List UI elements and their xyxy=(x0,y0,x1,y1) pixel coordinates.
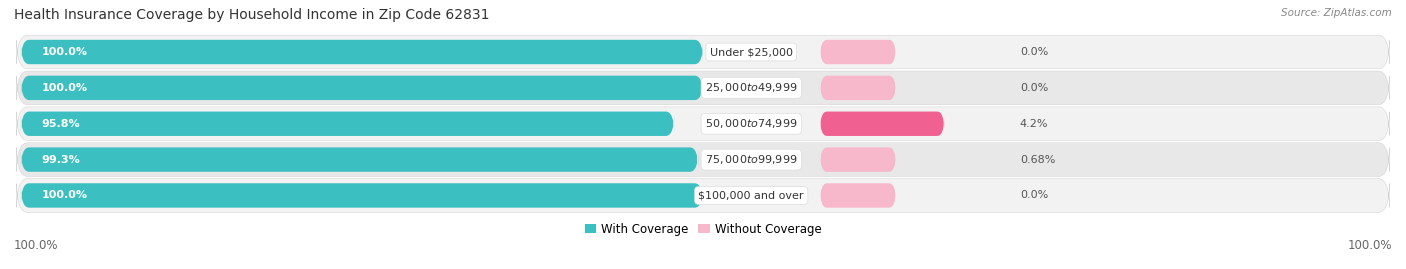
Text: 0.68%: 0.68% xyxy=(1019,155,1056,165)
FancyBboxPatch shape xyxy=(820,76,896,100)
FancyBboxPatch shape xyxy=(820,40,896,64)
Text: 0.0%: 0.0% xyxy=(1019,83,1047,93)
Text: 95.8%: 95.8% xyxy=(42,119,80,129)
FancyBboxPatch shape xyxy=(21,40,703,64)
FancyBboxPatch shape xyxy=(21,147,699,172)
FancyBboxPatch shape xyxy=(21,112,673,136)
FancyBboxPatch shape xyxy=(820,112,945,136)
FancyBboxPatch shape xyxy=(820,147,896,172)
Text: 100.0%: 100.0% xyxy=(42,83,87,93)
Text: $100,000 and over: $100,000 and over xyxy=(699,190,804,200)
Text: 4.2%: 4.2% xyxy=(1019,119,1049,129)
Text: 99.3%: 99.3% xyxy=(42,155,80,165)
FancyBboxPatch shape xyxy=(21,76,703,100)
FancyBboxPatch shape xyxy=(17,143,1389,176)
Text: 0.0%: 0.0% xyxy=(1019,47,1047,57)
FancyBboxPatch shape xyxy=(17,107,1389,141)
Text: Health Insurance Coverage by Household Income in Zip Code 62831: Health Insurance Coverage by Household I… xyxy=(14,8,489,22)
Text: 100.0%: 100.0% xyxy=(42,47,87,57)
FancyBboxPatch shape xyxy=(21,183,703,208)
Text: 100.0%: 100.0% xyxy=(14,239,59,252)
Text: $50,000 to $74,999: $50,000 to $74,999 xyxy=(704,117,797,130)
Text: 100.0%: 100.0% xyxy=(42,190,87,200)
FancyBboxPatch shape xyxy=(820,183,896,208)
Text: 100.0%: 100.0% xyxy=(1347,239,1392,252)
Text: Under $25,000: Under $25,000 xyxy=(710,47,793,57)
Text: $75,000 to $99,999: $75,000 to $99,999 xyxy=(704,153,797,166)
Text: Source: ZipAtlas.com: Source: ZipAtlas.com xyxy=(1281,8,1392,18)
FancyBboxPatch shape xyxy=(17,35,1389,69)
FancyBboxPatch shape xyxy=(17,71,1389,105)
Legend: With Coverage, Without Coverage: With Coverage, Without Coverage xyxy=(579,218,827,240)
FancyBboxPatch shape xyxy=(17,179,1389,212)
Text: 0.0%: 0.0% xyxy=(1019,190,1047,200)
Text: $25,000 to $49,999: $25,000 to $49,999 xyxy=(704,82,797,94)
